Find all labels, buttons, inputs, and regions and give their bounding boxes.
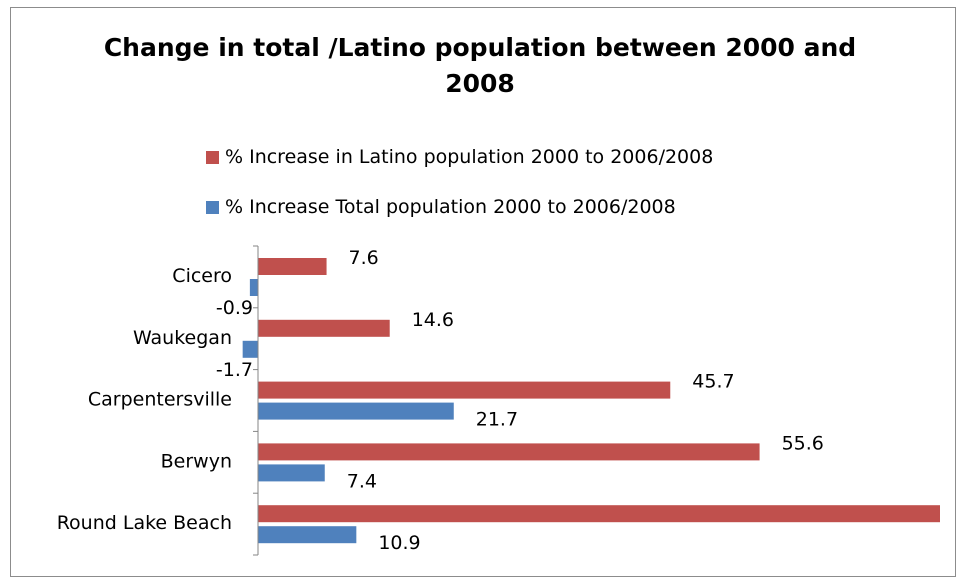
chart-frame [10,7,956,577]
legend-swatch-total [206,200,219,214]
legend-swatch-latino [206,150,219,164]
category-label: Waukegan [133,327,232,349]
bar-latino [258,319,390,337]
data-label-latino: 14.6 [412,309,454,331]
chart-title: Change in total /Latino population betwe… [103,33,857,98]
chart-title-block: Change in total /Latino population betwe… [0,30,960,102]
data-label-total: 21.7 [476,409,518,431]
data-label-total: 7.4 [347,470,377,492]
bar-total [258,402,454,420]
legend-label-latino: % Increase in Latino population 2000 to … [225,146,714,168]
category-label: Round Lake Beach [57,512,232,534]
data-label-total: 10.9 [378,532,420,554]
legend-label-total: % Increase Total population 2000 to 2006… [225,196,676,218]
category-label: Cicero [172,265,232,287]
category-label: Berwyn [161,450,232,472]
bar-total [242,340,258,358]
legend-item-latino: % Increase in Latino population 2000 to … [206,132,713,182]
bar-latino [258,505,940,523]
category-label: Carpentersville [88,389,232,411]
data-label-latino: 55.6 [782,432,824,454]
bar-total [258,464,325,482]
legend-item-total: % Increase Total population 2000 to 2006… [206,182,713,232]
data-label-latino: 45.7 [692,371,734,393]
bar-latino [258,443,760,461]
bar-total [258,526,357,544]
bar-latino [258,258,327,275]
data-label-latino: 7.6 [349,247,379,269]
data-label-total: -1.7 [216,359,253,381]
bar-latino [258,381,671,399]
chart-legend: % Increase in Latino population 2000 to … [206,132,713,232]
bar-total [249,279,258,296]
data-label-total: -0.9 [216,297,253,319]
